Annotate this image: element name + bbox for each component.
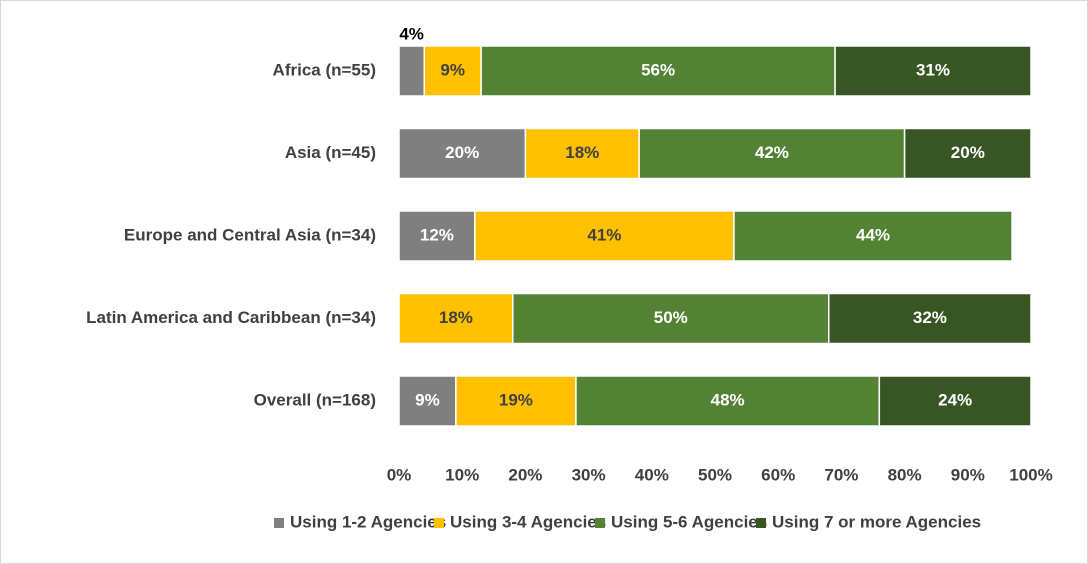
legend-label: Using 3-4 Agencies	[450, 512, 606, 531]
bar-segment	[398, 210, 476, 262]
data-label: 4%	[399, 24, 424, 43]
x-tick-label: 0%	[387, 465, 412, 484]
bar-segment	[834, 45, 1032, 97]
data-label: 32%	[913, 308, 947, 327]
y-tick-label: Latin America and Caribbean (n=34)	[86, 308, 376, 327]
x-tick-label: 20%	[508, 465, 542, 484]
legend-swatch	[274, 518, 284, 528]
y-tick-label: Europe and Central Asia (n=34)	[124, 225, 376, 244]
data-label: 19%	[499, 390, 533, 409]
data-label: 9%	[415, 390, 440, 409]
bar-segment	[878, 375, 1032, 427]
data-label: 20%	[951, 143, 985, 162]
data-label: 18%	[439, 308, 473, 327]
bar-segment	[480, 45, 836, 97]
bar-segment	[398, 292, 514, 345]
x-tick-label: 90%	[951, 465, 985, 484]
data-label: 44%	[856, 225, 890, 244]
bar-segment	[524, 127, 640, 180]
data-label: 18%	[565, 143, 599, 162]
data-label: 48%	[711, 390, 745, 409]
y-tick-label: Overall (n=168)	[254, 390, 376, 409]
bar-segment	[398, 127, 527, 180]
legend-label: Using 1-2 Agencies	[290, 512, 446, 531]
legend-swatch	[595, 518, 605, 528]
data-label: 24%	[938, 390, 972, 409]
bar-segment	[455, 375, 577, 427]
legend-swatch	[434, 518, 444, 528]
bar-segment	[398, 45, 426, 97]
legend-label: Using 5-6 Agencies	[611, 512, 767, 531]
x-tick-label: 70%	[824, 465, 858, 484]
data-label: 20%	[445, 143, 479, 162]
x-tick-label: 40%	[635, 465, 669, 484]
x-tick-label: 50%	[698, 465, 732, 484]
data-label: 50%	[654, 308, 688, 327]
x-tick-label: 30%	[572, 465, 606, 484]
bar-segment	[575, 375, 881, 427]
bar-segment	[512, 292, 830, 345]
x-tick-label: 100%	[1009, 465, 1052, 484]
x-tick-label: 10%	[445, 465, 479, 484]
legend-swatch	[756, 518, 766, 528]
bar-segment	[423, 45, 482, 97]
y-tick-label: Africa (n=55)	[273, 60, 376, 79]
bar-segment	[638, 127, 906, 180]
x-tick-label: 80%	[888, 465, 922, 484]
data-label: 56%	[641, 60, 675, 79]
bar-segment	[903, 127, 1032, 180]
bar-segment	[828, 292, 1032, 345]
bar-segment	[733, 210, 1013, 262]
bar-segment	[474, 210, 735, 262]
y-tick-label: Asia (n=45)	[285, 143, 376, 162]
legend-label: Using 7 or more Agencies	[772, 512, 981, 531]
data-label: 12%	[420, 225, 454, 244]
data-label: 31%	[916, 60, 950, 79]
data-label: 42%	[755, 143, 789, 162]
data-label: 41%	[587, 225, 621, 244]
data-label: 9%	[440, 60, 465, 79]
x-tick-label: 60%	[761, 465, 795, 484]
